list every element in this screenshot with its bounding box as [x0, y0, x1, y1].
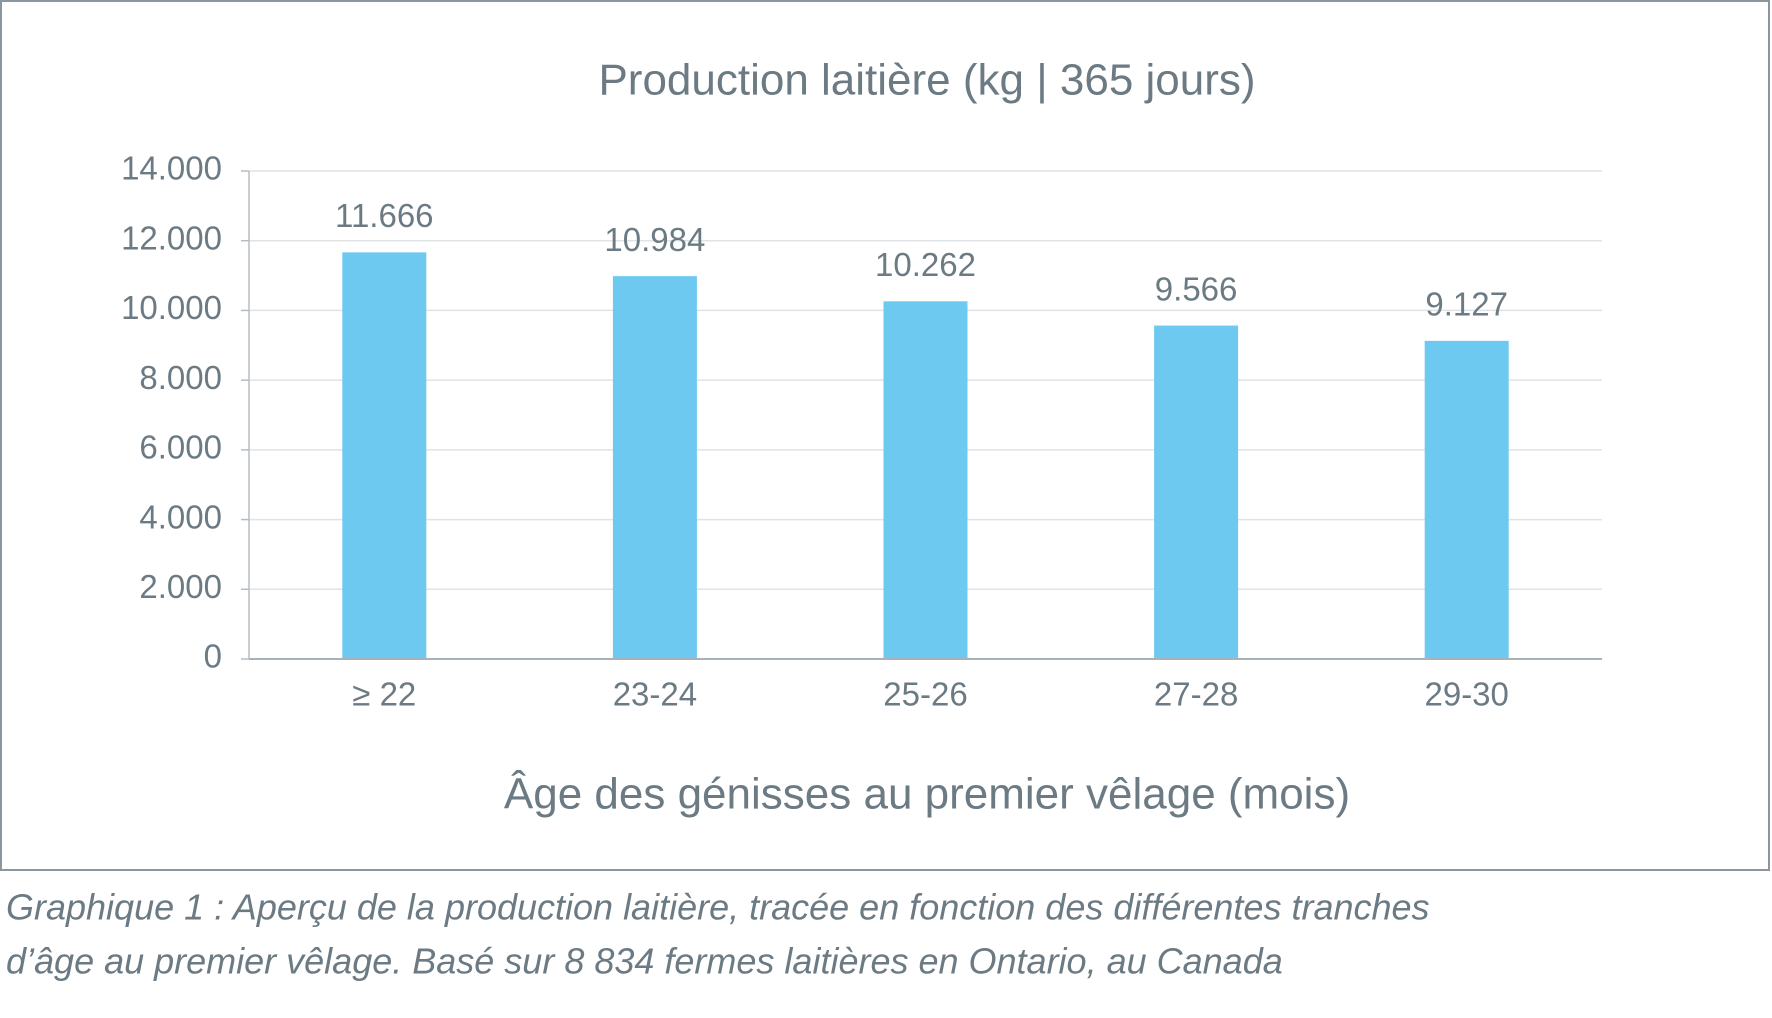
y-tick-label: 10.000: [121, 289, 222, 326]
value-label: 10.984: [604, 221, 705, 258]
bar: [342, 252, 427, 659]
bar: [612, 276, 697, 659]
y-tick-label: 14.000: [121, 150, 222, 187]
value-label: 9.566: [1155, 270, 1238, 307]
value-label: 11.666: [335, 197, 433, 234]
x-tick-label: 25-26: [883, 676, 967, 713]
y-tick-label: 8.000: [139, 359, 222, 396]
caption: d’âge au premier vêlage. Basé sur 8 834 …: [6, 941, 1283, 982]
x-tick-label: 29-30: [1424, 676, 1508, 713]
x-tick-label: ≥ 22: [352, 676, 416, 713]
value-label: 9.127: [1425, 286, 1508, 323]
value-label: 10.262: [875, 246, 976, 283]
x-tick-label: 23-24: [613, 676, 697, 713]
chart-title: Production laitière (kg | 365 jours): [598, 56, 1255, 105]
x-tick-label: 27-28: [1154, 676, 1238, 713]
y-tick-label: 2.000: [139, 568, 222, 605]
y-tick-label: 4.000: [139, 498, 222, 535]
bar: [1154, 325, 1239, 659]
x-axis-title: Âge des génisses au premier vêlage (mois…: [504, 770, 1350, 819]
y-tick-label: 0: [204, 638, 222, 675]
bar: [883, 301, 968, 659]
y-tick-label: 12.000: [121, 219, 222, 256]
bar: [1424, 340, 1509, 659]
caption: Graphique 1 : Aperçu de la production la…: [6, 887, 1430, 928]
y-tick-label: 6.000: [139, 429, 222, 466]
